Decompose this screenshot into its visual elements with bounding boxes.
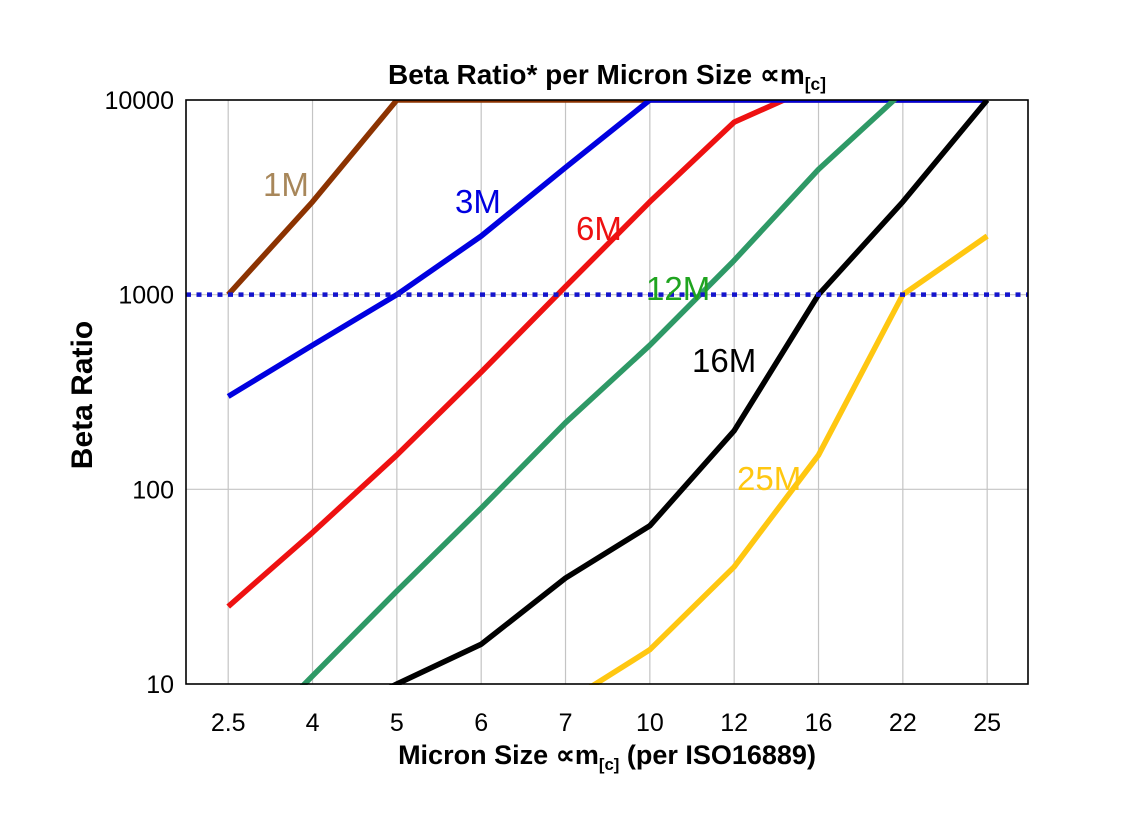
x-axis-title-subscript: [c] bbox=[598, 754, 620, 774]
x-tick-label: 12 bbox=[720, 709, 748, 737]
series-label-25m: 25M bbox=[737, 460, 802, 497]
x-tick-label: 2.5 bbox=[211, 709, 246, 737]
series-label-3m: 3M bbox=[455, 183, 501, 220]
y-tick-label: 10 bbox=[146, 671, 174, 699]
series-label-1m: 1M bbox=[263, 166, 309, 203]
series-line-25m bbox=[588, 233, 989, 685]
y-tick-label: 10000 bbox=[104, 87, 174, 115]
series-line-3m bbox=[226, 100, 988, 399]
x-tick-label: 10 bbox=[636, 709, 664, 737]
y-tick-label: 100 bbox=[132, 476, 174, 504]
x-axis-title: Micron Size ∝m[c] (per ISO16889) bbox=[186, 740, 1028, 775]
x-tick-label: 16 bbox=[805, 709, 833, 737]
x-axis-title-text: Micron Size ∝m bbox=[398, 740, 599, 770]
plot-frame bbox=[185, 99, 1029, 685]
x-tick-label: 6 bbox=[474, 709, 488, 737]
x-axis-title-suffix: (per ISO16889) bbox=[619, 740, 816, 770]
chart-title-text: Beta Ratio* per Micron Size ∝m bbox=[388, 59, 805, 90]
x-tick-label: 22 bbox=[889, 709, 917, 737]
chart-title: Beta Ratio* per Micron Size ∝m[c] bbox=[186, 58, 1028, 95]
series-label-16m: 16M bbox=[692, 342, 757, 379]
x-tick-label: 25 bbox=[973, 709, 1001, 737]
series-line-16m bbox=[388, 100, 990, 685]
series-label-6m: 6M bbox=[576, 210, 622, 247]
x-tick-label: 4 bbox=[306, 709, 320, 737]
series-label-12m: 12M bbox=[646, 270, 711, 307]
series-line-1m bbox=[226, 100, 988, 297]
chart-title-subscript: [c] bbox=[804, 74, 826, 95]
x-tick-label: 7 bbox=[559, 709, 573, 737]
series-line-6m bbox=[226, 100, 791, 609]
y-axis-title: Beta Ratio bbox=[66, 320, 99, 470]
y-tick-label: 1000 bbox=[118, 282, 174, 310]
series-line-12m bbox=[299, 100, 899, 685]
x-tick-label: 5 bbox=[390, 709, 404, 737]
